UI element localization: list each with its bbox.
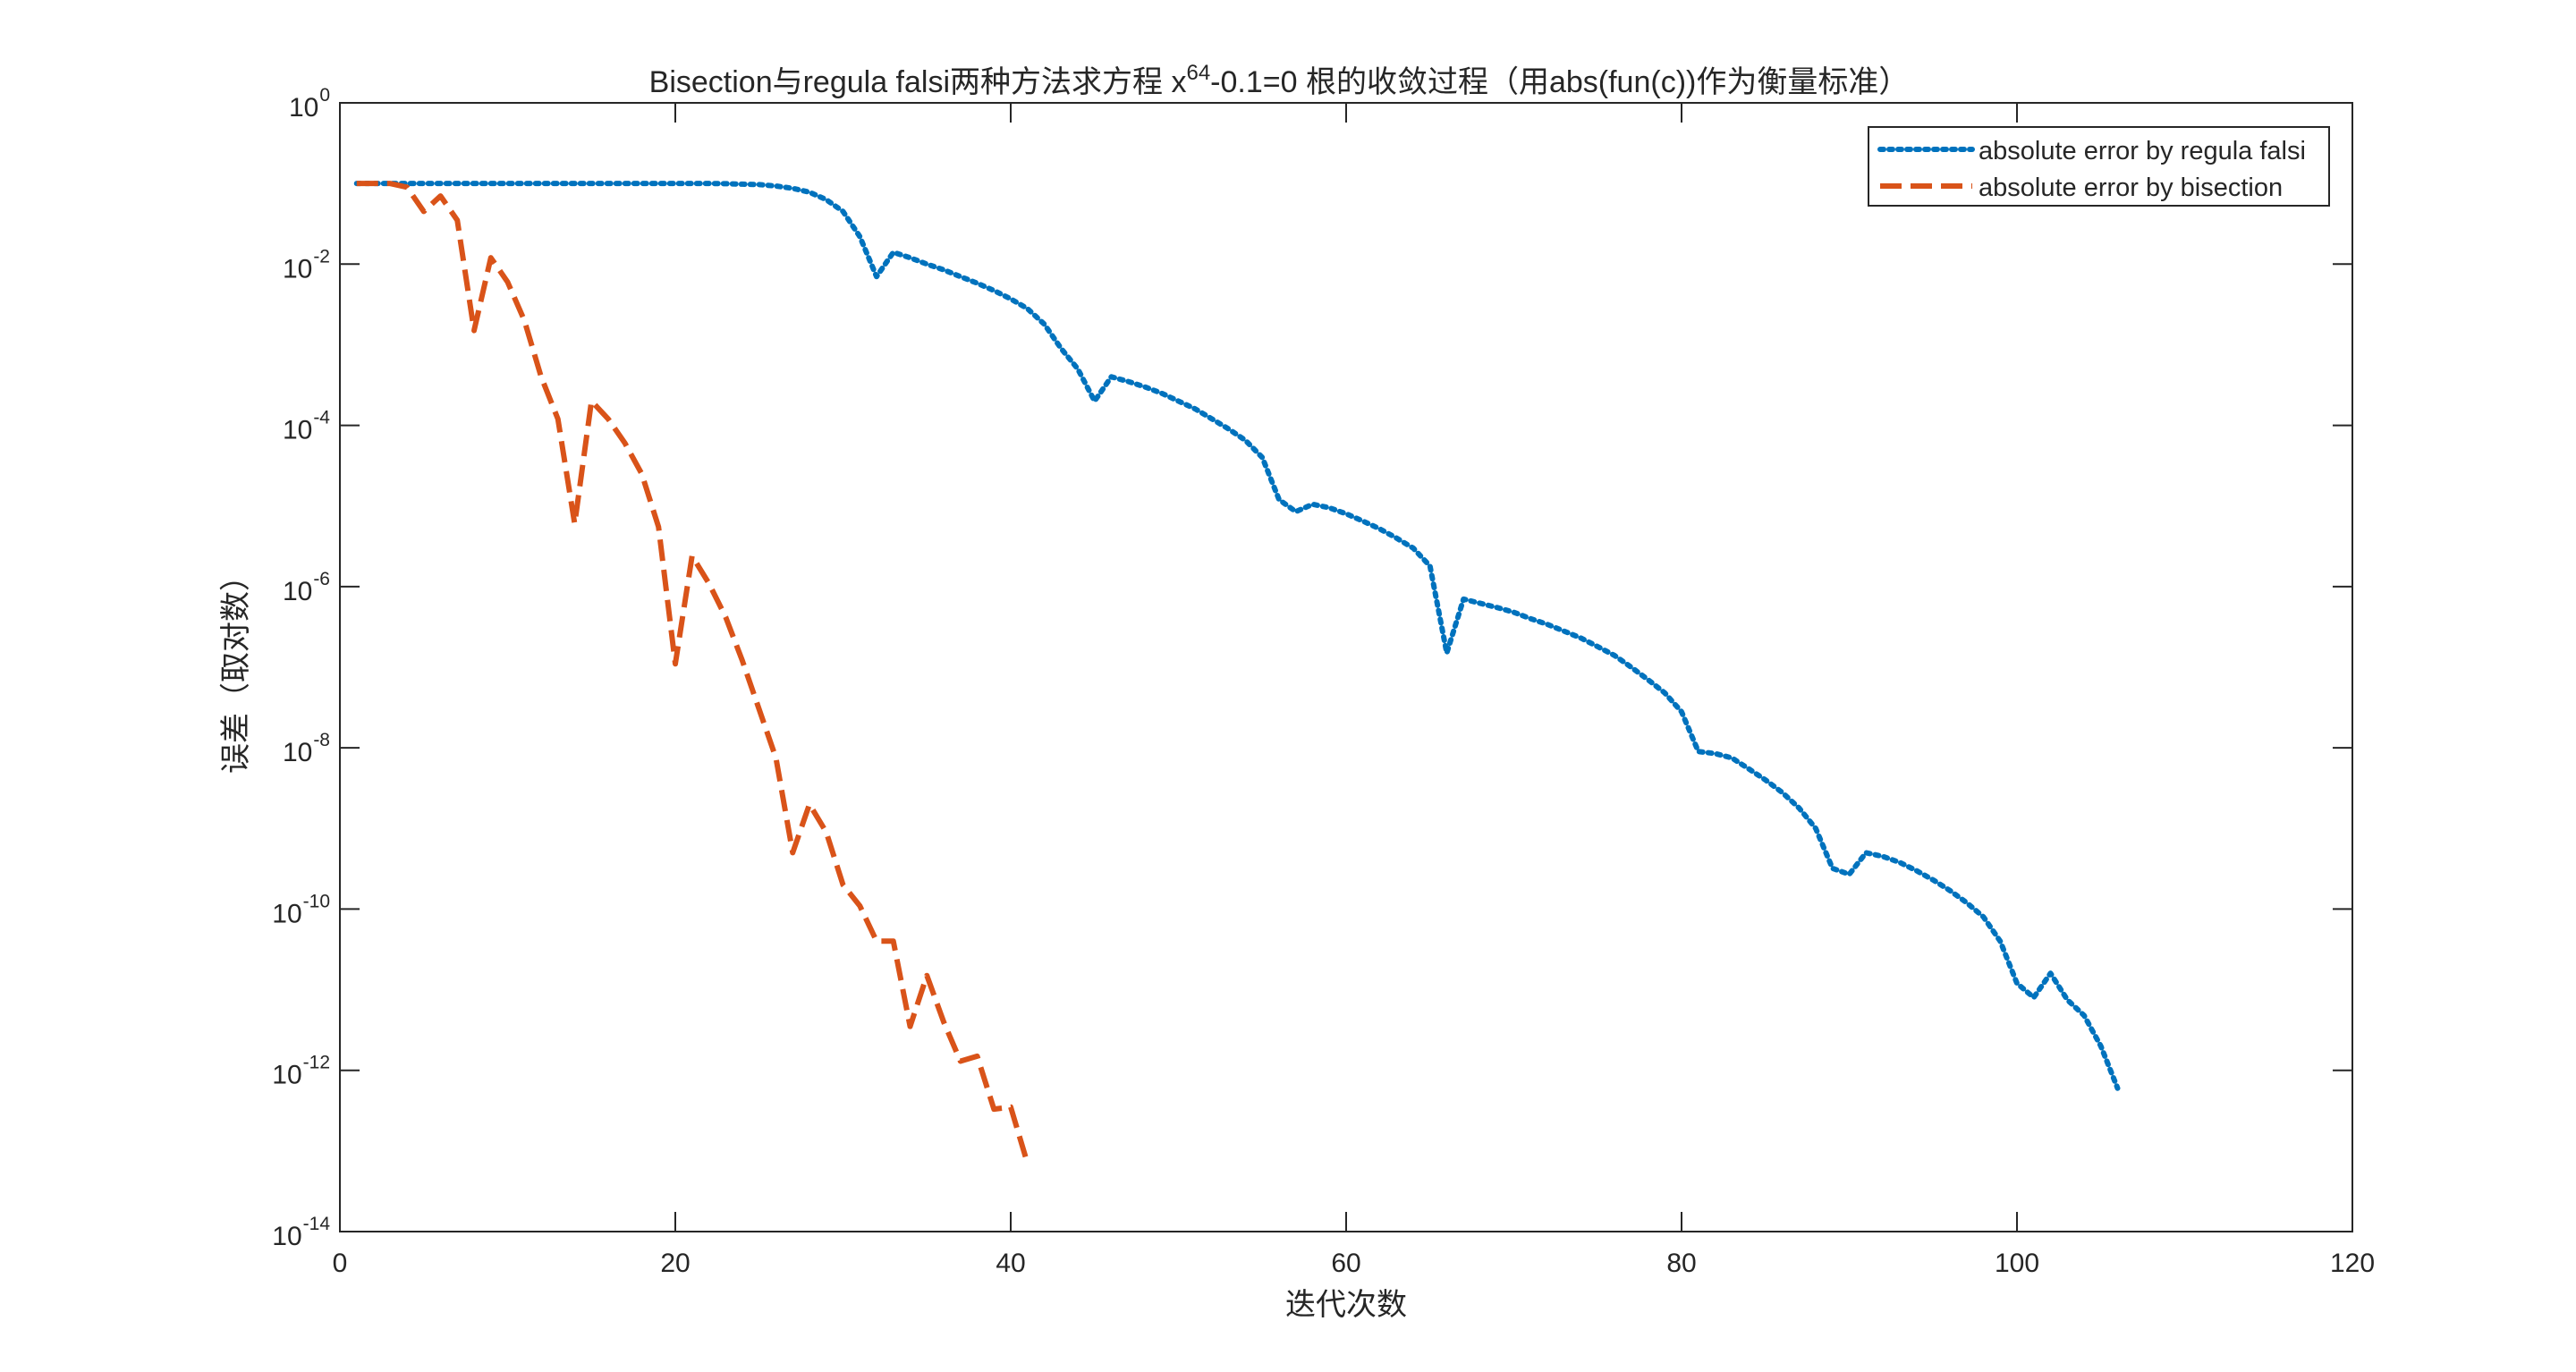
y-tick-label: 10 -2 [283,246,330,284]
y-tick-label-exponent: 0 [319,85,330,106]
y-tick-label-exponent: -8 [313,730,330,750]
y-tick-label: 10 -6 [283,569,330,606]
x-tick-label: 40 [996,1249,1025,1278]
legend: absolute error by regula falsi absolute … [1868,126,2330,207]
chart-title: Bisection与regula falsi两种方法求方程 x64-0.1=0 … [649,61,1910,99]
y-tick-label-exponent: -12 [303,1053,330,1073]
y-tick-label: 10 -8 [283,730,330,767]
x-axis-label: 迭代次数 [1285,1287,1407,1323]
chart-title-prefix: Bisection与regula falsi两种方法求方程 x [649,65,1187,99]
x-tick-label: 20 [660,1249,690,1278]
x-tick-label: 60 [1331,1249,1360,1278]
y-tick-label-exponent: -14 [303,1214,331,1234]
y-tick-label-exponent: -6 [313,569,330,589]
x-tick-label: 100 [1995,1249,2039,1278]
axes-box [339,102,2353,1232]
y-tick-label: 10 0 [289,85,330,123]
y-tick-label-base: 10 [283,416,312,445]
y-tick-label-exponent: -4 [313,408,330,428]
y-tick-label-exponent: -10 [303,891,330,911]
y-tick-label-base: 10 [272,1222,301,1251]
y-axis-label: 误差（取对数） [218,561,254,774]
legend-label-bisection: absolute error by bisection [1979,174,2283,202]
y-tick-label: 10 -12 [272,1053,330,1090]
legend-box [1868,126,2330,207]
y-tick-label: 10 -10 [272,891,330,928]
y-tick-label: 10 -14 [272,1214,330,1251]
y-tick-label-exponent: -2 [313,246,330,267]
x-tick-label: 120 [2330,1249,2375,1278]
x-tick-label: 0 [333,1249,348,1278]
y-tick-label-base: 10 [272,899,301,928]
y-tick-label-base: 10 [283,254,312,284]
legend-label-regula-falsi: absolute error by regula falsi [1979,137,2306,165]
series-line-absolute-error-by-regula-falsi [353,181,2121,1091]
y-tick-label-base: 10 [283,577,312,606]
x-tick-label: 80 [1666,1249,1696,1278]
y-tick-label-base: 10 [283,738,312,767]
y-tick-label-base: 10 [272,1061,301,1090]
chart-title-exponent: 64 [1186,61,1210,85]
chart-title-suffix: -0.1=0 根的收敛过程（用abs(fun(c))作为衡量标准） [1210,65,1909,99]
y-tick-label: 10 -4 [283,408,330,445]
y-tick-label-base: 10 [289,93,318,123]
series-layer [353,181,2121,1165]
